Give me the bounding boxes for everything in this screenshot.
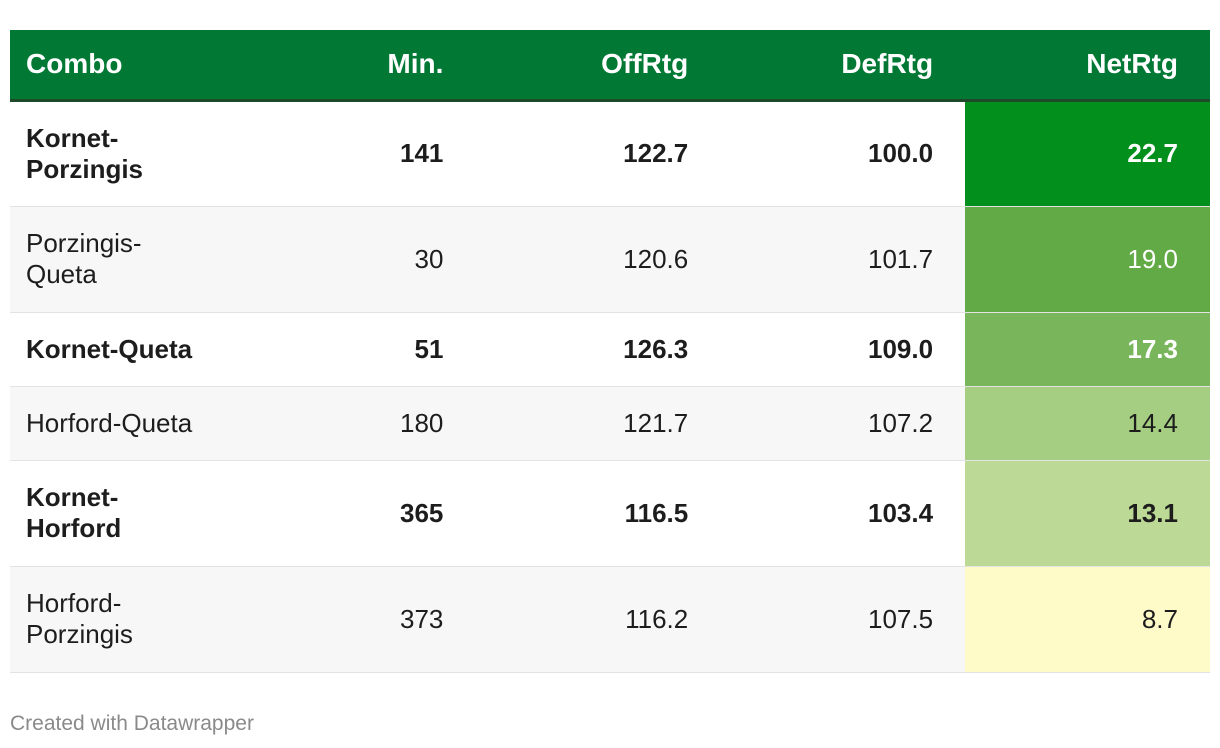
netrtg-table: Combo Min. OffRtg DefRtg NetRtg Kornet- P… [10, 30, 1210, 673]
data-table-container: Combo Min. OffRtg DefRtg NetRtg Kornet- P… [10, 30, 1210, 673]
table-row: Kornet- Horford 365 116.5 103.4 13.1 [10, 460, 1210, 567]
cell-combo: Porzingis- Queta [10, 206, 294, 313]
cell-offrtg: 126.3 [475, 312, 721, 387]
column-header-offrtg[interactable]: OffRtg [475, 30, 721, 102]
cell-combo: Kornet- Porzingis [10, 100, 294, 207]
cell-netrtg: 17.3 [965, 312, 1210, 387]
cell-netrtg: 8.7 [965, 566, 1210, 673]
table-row: Kornet- Porzingis 141 122.7 100.0 22.7 [10, 100, 1210, 207]
cell-offrtg: 120.6 [475, 206, 721, 313]
table-row: Porzingis- Queta 30 120.6 101.7 19.0 [10, 206, 1210, 313]
cell-defrtg: 109.0 [720, 312, 966, 387]
cell-min: 373 [293, 566, 476, 673]
cell-min: 365 [293, 460, 476, 567]
footer-credit: Created with Datawrapper [10, 712, 254, 735]
header-row: Combo Min. OffRtg DefRtg NetRtg [10, 30, 1210, 102]
cell-combo: Horford-Queta [10, 386, 294, 461]
cell-defrtg: 107.5 [720, 566, 966, 673]
cell-offrtg: 116.5 [475, 460, 721, 567]
cell-offrtg: 116.2 [475, 566, 721, 673]
column-header-netrtg[interactable]: NetRtg [965, 30, 1210, 102]
cell-netrtg: 19.0 [965, 206, 1210, 313]
cell-combo: Kornet-Queta [10, 312, 294, 387]
cell-combo: Horford- Porzingis [10, 566, 294, 673]
cell-netrtg: 13.1 [965, 460, 1210, 567]
column-header-defrtg[interactable]: DefRtg [720, 30, 966, 102]
cell-offrtg: 122.7 [475, 100, 721, 207]
cell-netrtg: 22.7 [965, 100, 1210, 207]
cell-min: 30 [293, 206, 476, 313]
cell-defrtg: 103.4 [720, 460, 966, 567]
table-row: Kornet-Queta 51 126.3 109.0 17.3 [10, 312, 1210, 387]
table-row: Horford- Porzingis 373 116.2 107.5 8.7 [10, 566, 1210, 673]
cell-min: 51 [293, 312, 476, 387]
cell-min: 180 [293, 386, 476, 461]
column-header-min[interactable]: Min. [293, 30, 476, 102]
table-body: Kornet- Porzingis 141 122.7 100.0 22.7 Porzing… [10, 100, 1210, 673]
cell-defrtg: 100.0 [720, 100, 966, 207]
cell-combo: Kornet- Horford [10, 460, 294, 567]
cell-netrtg: 14.4 [965, 386, 1210, 461]
table-row: Horford-Queta 180 121.7 107.2 14.4 [10, 386, 1210, 461]
column-header-combo[interactable]: Combo [10, 30, 294, 102]
cell-defrtg: 101.7 [720, 206, 966, 313]
cell-defrtg: 107.2 [720, 386, 966, 461]
cell-min: 141 [293, 100, 476, 207]
cell-offrtg: 121.7 [475, 386, 721, 461]
